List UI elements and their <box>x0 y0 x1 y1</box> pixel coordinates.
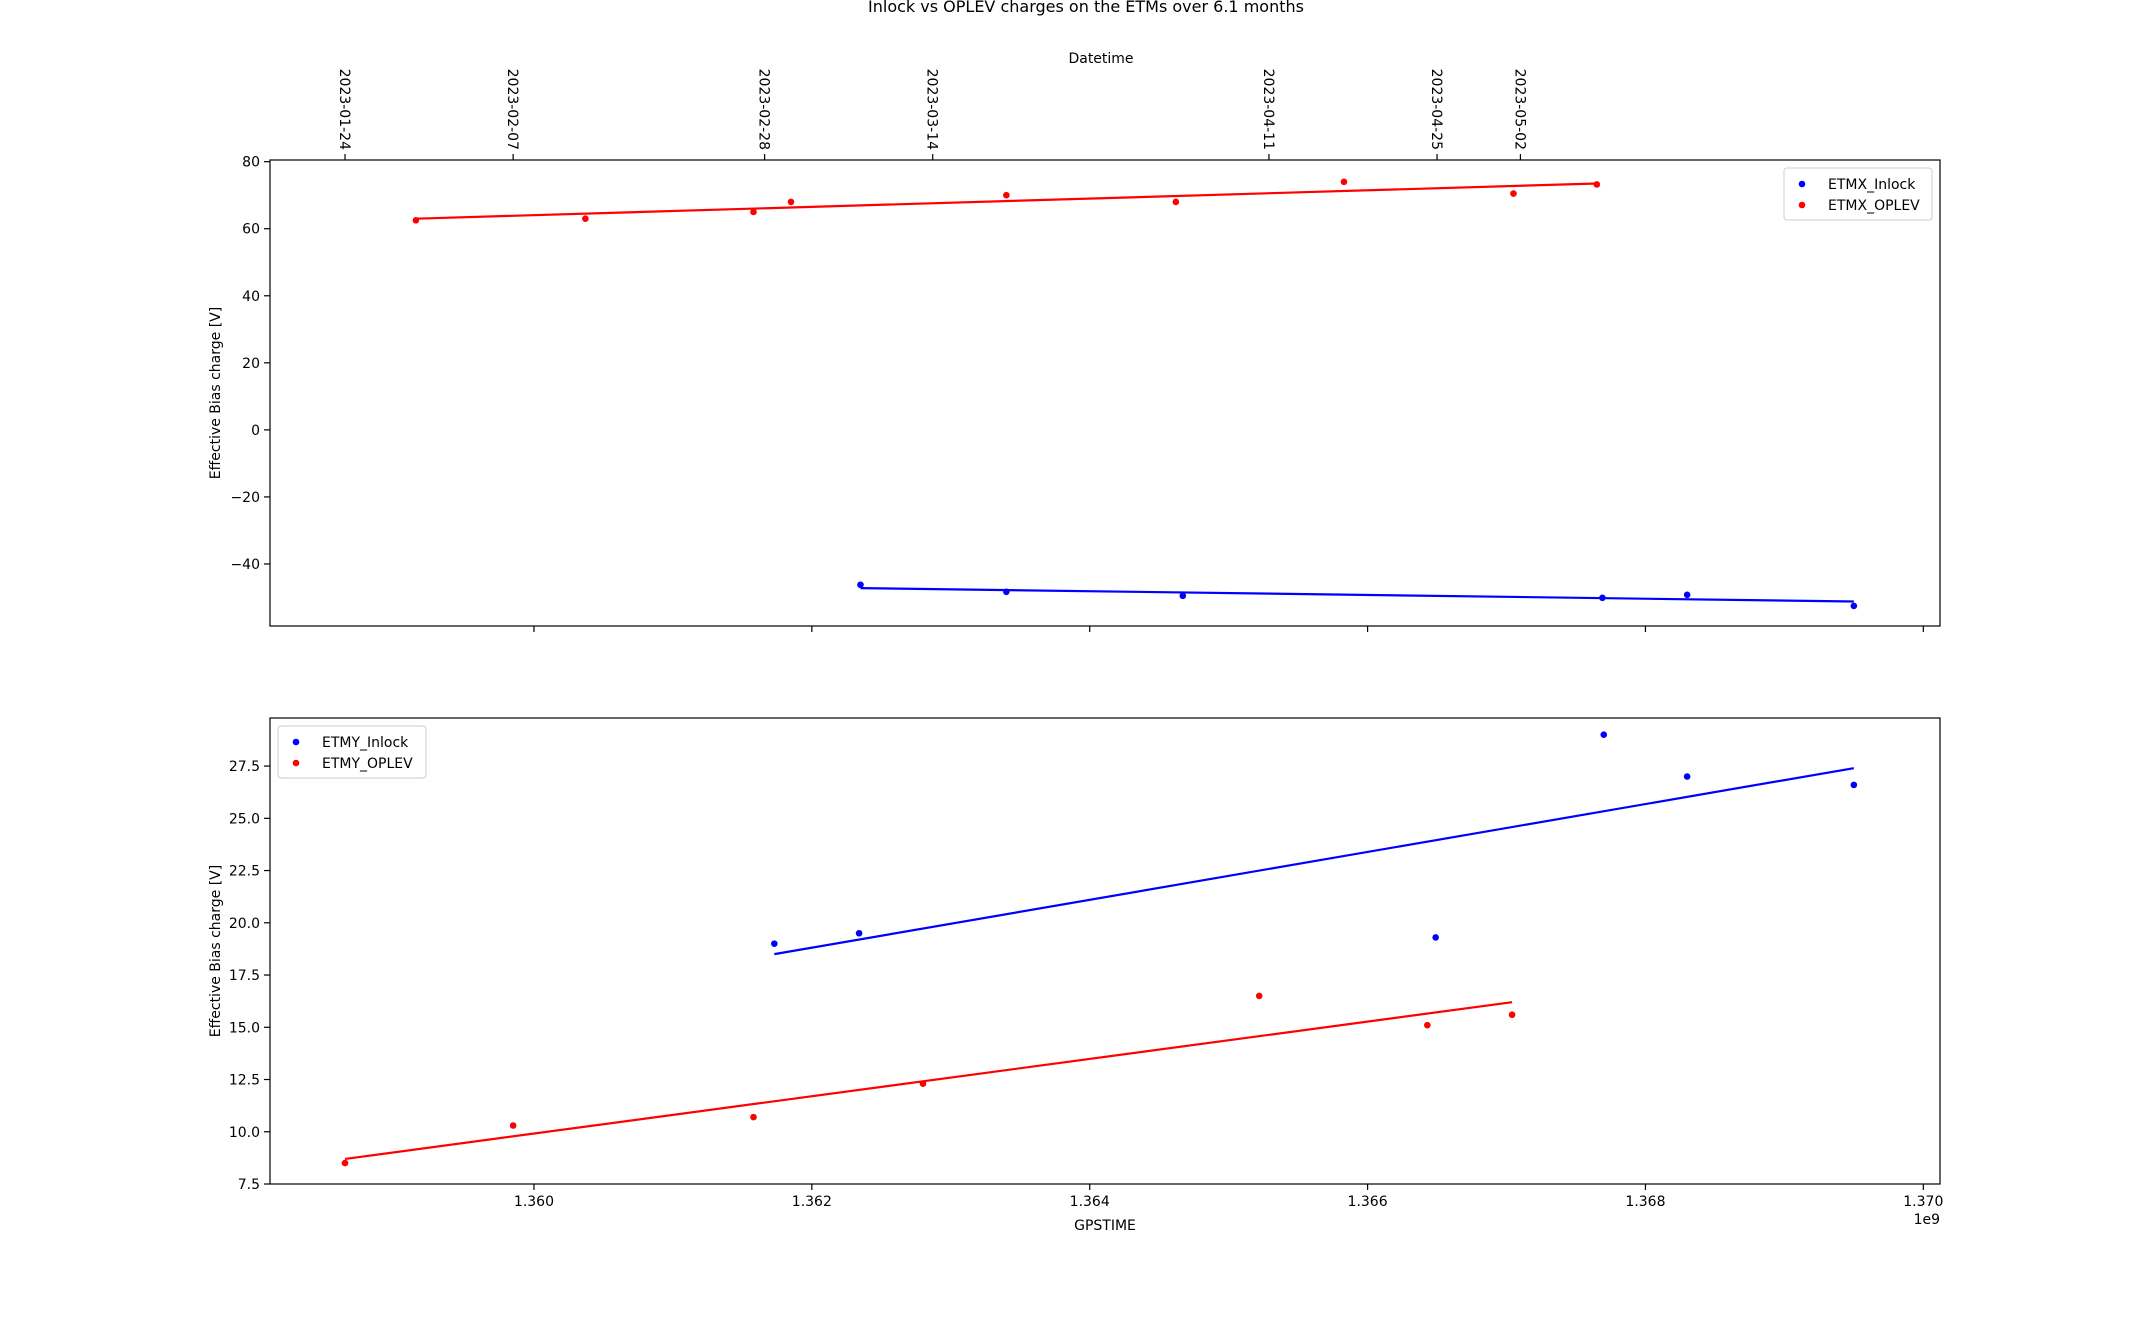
x-tick-label: 1.364 <box>1070 1194 1110 1210</box>
x-axis-label: GPSTIME <box>1074 1218 1136 1234</box>
top-x-tick-label: 2023-04-25 <box>1428 69 1444 150</box>
etmy-oplev-point <box>750 1113 757 1121</box>
top-x-tick-label: 2023-04-11 <box>1260 69 1276 150</box>
etmx-oplev-point <box>1172 198 1180 206</box>
etmy-inlock-point <box>1600 731 1608 739</box>
legend-label-etmx-oplev: ETMX_OPLEV <box>1828 198 1920 214</box>
legend-label-etmy-inlock: ETMY_Inlock <box>322 735 409 751</box>
etmx-inlock-fit-line <box>860 587 1854 603</box>
y-axis-label: Effective Bias charge [V] <box>208 865 224 1037</box>
x-tick-label: 1.360 <box>514 1194 554 1210</box>
y-tick-label: 15.0 <box>229 1020 260 1036</box>
top-x-tick-label: 2023-01-24 <box>336 69 352 150</box>
top-x-tick-label: 2023-03-14 <box>924 69 940 150</box>
legend-box <box>1783 167 1933 221</box>
etmx-inlock-point <box>1179 592 1187 600</box>
etmx-inlock-point <box>1003 588 1010 596</box>
legend-marker-etmx-inlock <box>1798 180 1806 188</box>
legend-label-etmx-inlock: ETMX_Inlock <box>1828 177 1916 193</box>
y-tick-label: 12.5 <box>229 1073 260 1089</box>
etmy-inlock-fit-line <box>774 767 1855 956</box>
axes-frame <box>269 717 1941 1185</box>
figure-title: Inlock vs OPLEV charges on the ETMs over… <box>868 0 1304 16</box>
y-tick-label: 27.5 <box>229 759 260 775</box>
top-panel: −40 −20 0 20 40 60 80 Effective Bias charge [V]… <box>208 51 1941 632</box>
x-tick-label: 1.366 <box>1348 1194 1388 1210</box>
x-tick-label: 1.362 <box>792 1194 832 1210</box>
y-tick-label: 7.5 <box>238 1177 260 1193</box>
etmx-oplev-point <box>1340 178 1348 186</box>
x-tick-label: 1.370 <box>1903 1194 1943 1210</box>
top-x-tick-label: 2023-02-07 <box>504 69 520 150</box>
etmx-oplev-point <box>750 208 757 216</box>
etmx-oplev-fit-line <box>415 182 1597 220</box>
top-x-tick-label: 2023-05-02 <box>1511 69 1527 150</box>
axes-frame <box>269 159 1941 627</box>
etmy-oplev-point <box>341 1159 349 1167</box>
etmx-oplev-point <box>1510 190 1517 197</box>
etmy-oplev-point <box>509 1122 517 1129</box>
etmy-inlock-point <box>771 940 778 947</box>
etmx-inlock-point <box>1850 602 1858 610</box>
y-tick-label: 60 <box>242 222 260 238</box>
y-tick-label: 80 <box>242 155 260 171</box>
etmy-inlock-point <box>855 929 863 937</box>
legend-marker-etmy-oplev <box>292 759 300 767</box>
etmy-oplev-fit-line <box>344 1001 1513 1161</box>
y-tick-label: 20 <box>242 356 260 372</box>
y-tick-label: −40 <box>230 557 260 573</box>
y-tick-label: 0 <box>251 423 260 439</box>
etmx-oplev-point <box>1003 191 1010 199</box>
legend-marker-etmy-inlock <box>292 738 300 746</box>
legend: ETMY_Inlock ETMY_OPLEV <box>277 725 427 779</box>
etmx-inlock-point <box>1599 594 1606 602</box>
etmx-oplev-point <box>412 217 420 224</box>
y-tick-label: −20 <box>230 490 260 506</box>
y-tick-label: 25.0 <box>229 811 260 827</box>
legend: ETMX_Inlock ETMX_OPLEV <box>1783 167 1933 221</box>
x-offset-label: 1e9 <box>1914 1212 1940 1228</box>
etmy-oplev-point <box>1424 1021 1431 1029</box>
etmx-oplev-point <box>582 215 589 222</box>
etmx-oplev-point <box>1593 181 1601 188</box>
etmx-inlock-point <box>857 581 864 589</box>
y-tick-label: 10.0 <box>229 1125 260 1141</box>
etmx-inlock-point <box>1683 591 1691 599</box>
etmy-oplev-point <box>1255 992 1263 1000</box>
etmy-oplev-point <box>919 1080 927 1087</box>
legend-label-etmy-oplev: ETMY_OPLEV <box>322 756 413 772</box>
legend-marker-etmx-oplev <box>1798 201 1806 209</box>
y-tick-label: 17.5 <box>229 968 260 984</box>
top-x-axis-label: Datetime <box>1068 51 1133 67</box>
top-x-tick-label: 2023-02-28 <box>756 69 772 150</box>
x-tick-label: 1.368 <box>1625 1194 1665 1210</box>
etmy-inlock-point <box>1850 781 1858 789</box>
bottom-panel: 1.360 1.362 1.364 1.366 1.368 1.370 7.5 10.0 12.… <box>208 717 1943 1234</box>
y-tick-label: 22.5 <box>229 864 260 880</box>
etmy-inlock-point <box>1683 773 1691 780</box>
y-axis-label: Effective Bias charge [V] <box>208 307 224 479</box>
y-tick-label: 40 <box>242 289 260 305</box>
legend-box <box>277 725 427 779</box>
etmx-oplev-point <box>787 198 795 206</box>
y-tick-label: 20.0 <box>229 916 260 932</box>
etmy-oplev-point <box>1508 1011 1516 1019</box>
etmy-inlock-point <box>1432 934 1439 941</box>
